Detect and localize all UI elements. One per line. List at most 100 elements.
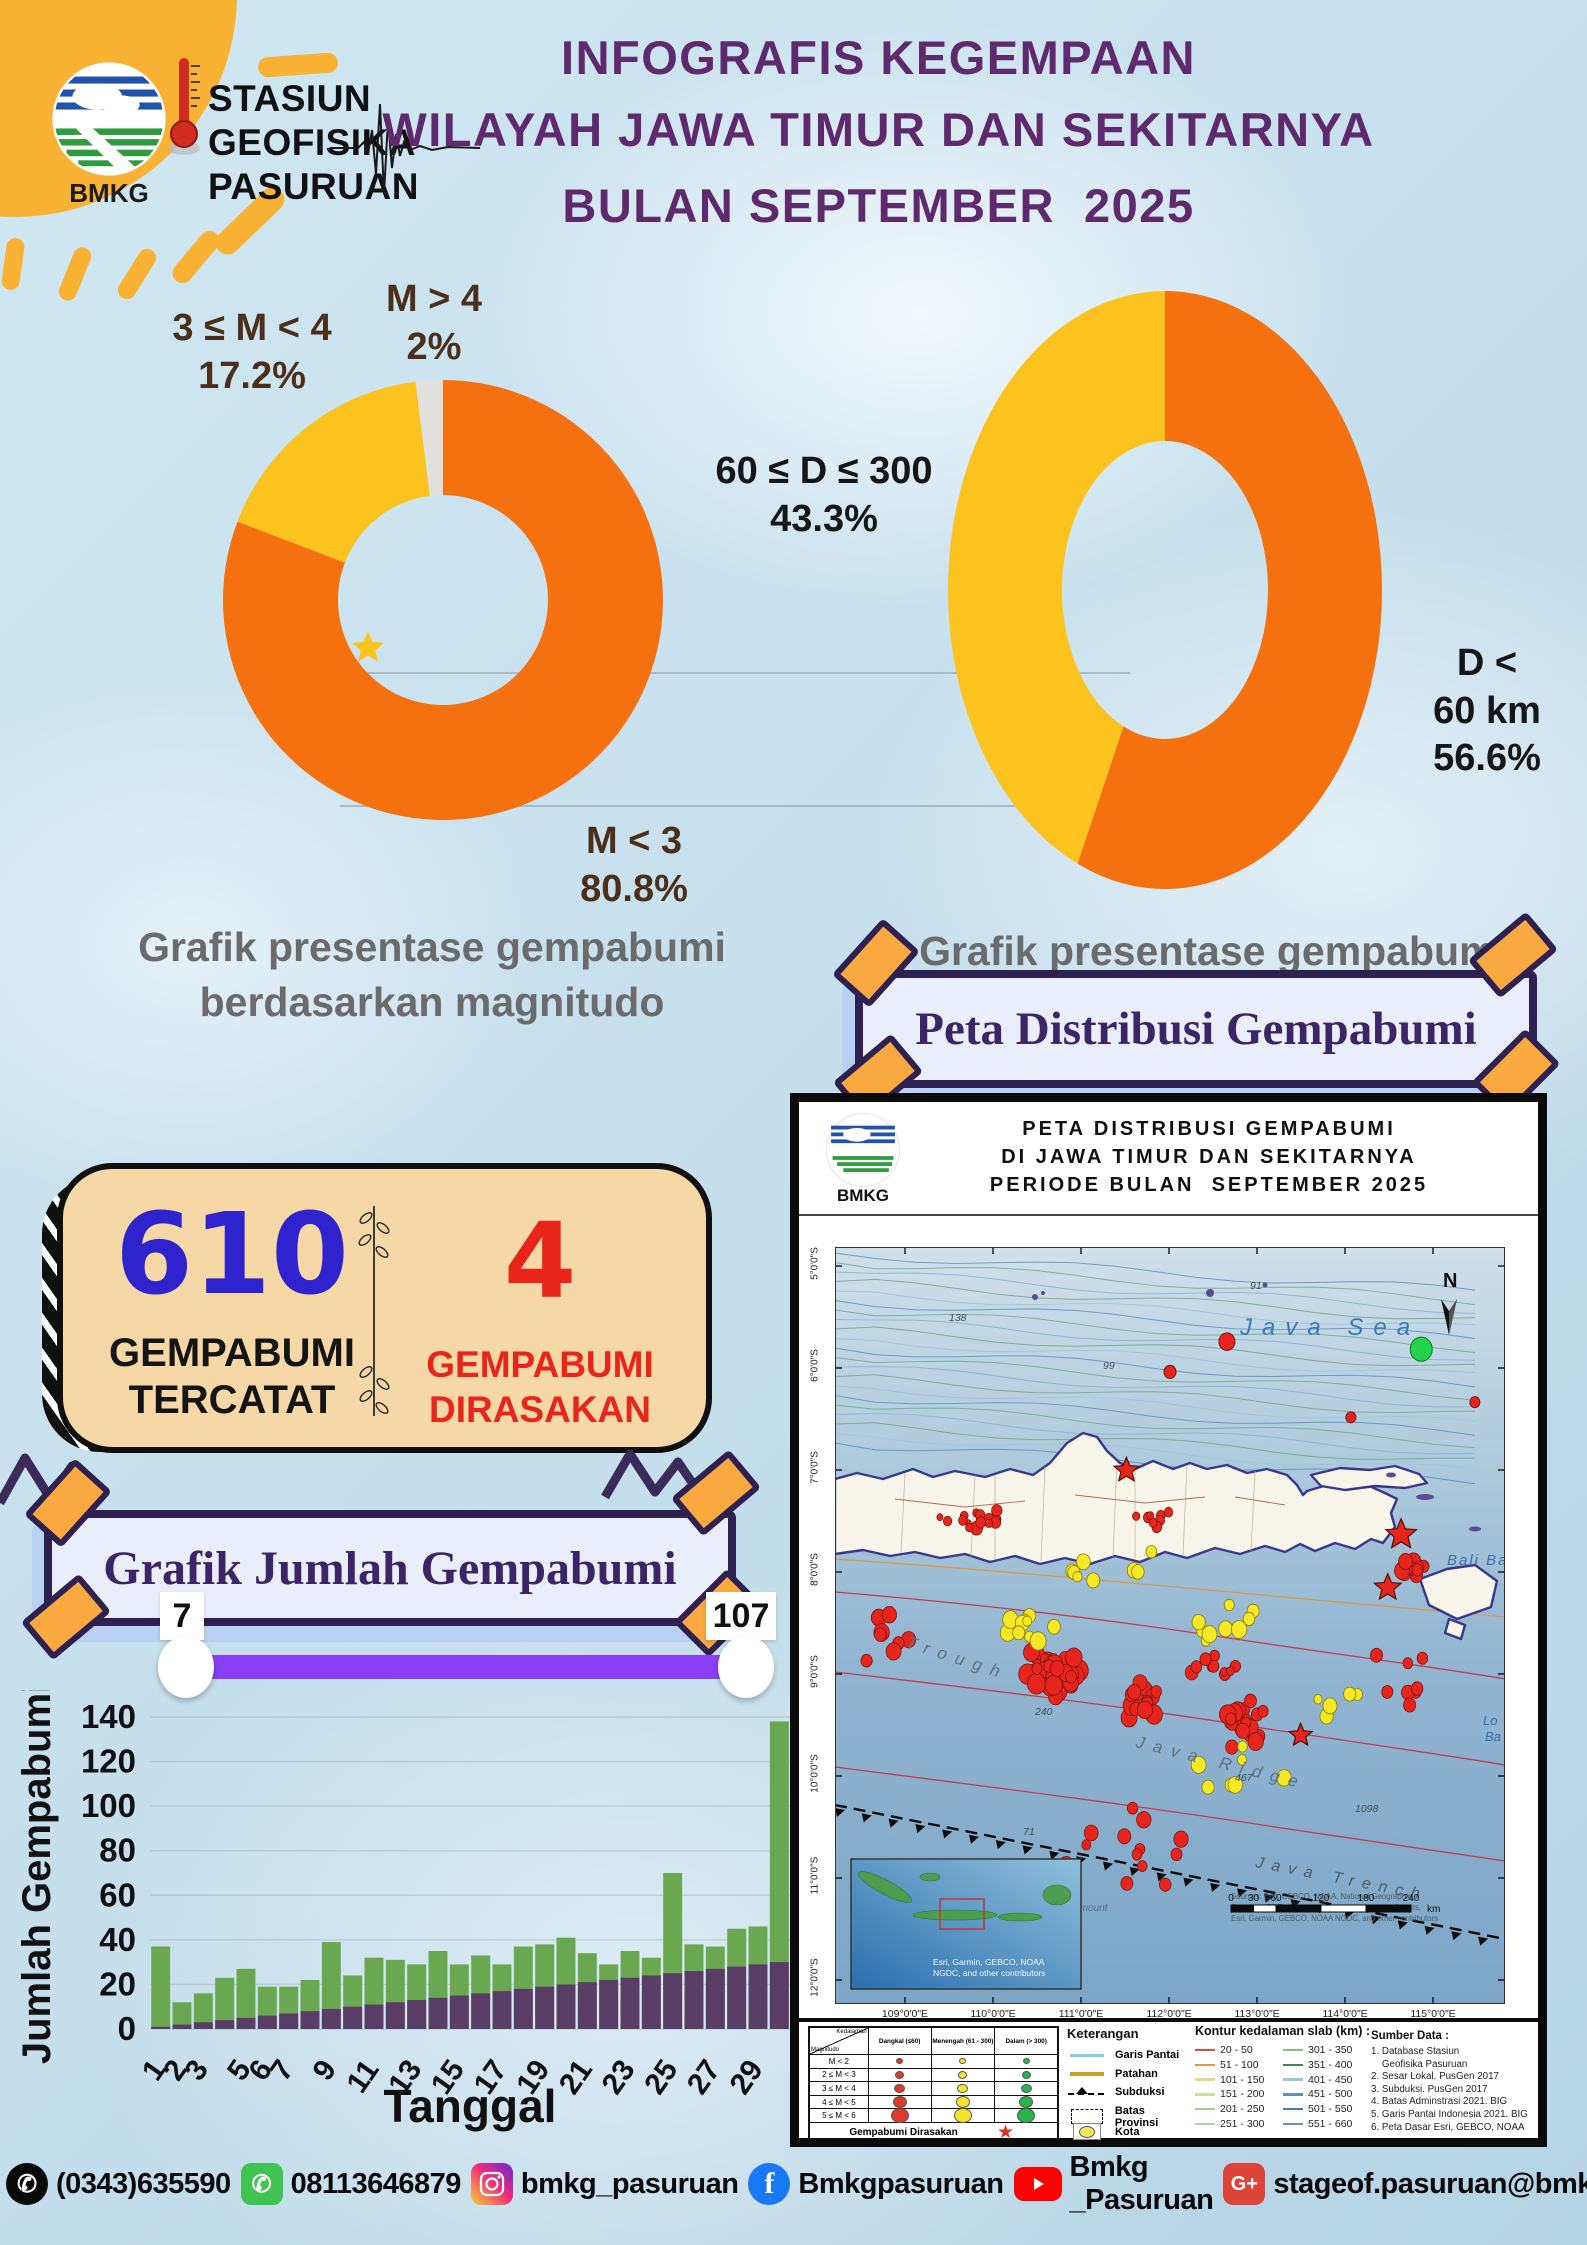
map-bmkg-logo bbox=[826, 1113, 900, 1187]
data-sources-list: Sumber Data : 1. Database Stasiun Geofis… bbox=[1371, 2030, 1528, 2133]
footer-phone[interactable]: ✆ (0343)635590 bbox=[6, 2163, 231, 2205]
java-sea-label: Java Sea bbox=[1239, 1314, 1420, 1341]
felt-star-icon: ★ bbox=[997, 2122, 1015, 2144]
bmkg-logo-label: BMKG bbox=[69, 178, 149, 208]
lon-tick-label: 111°0'0"E bbox=[1058, 2008, 1104, 2020]
mountain-zigzag-decoration bbox=[601, 1449, 706, 1500]
north-arrow-icon: N bbox=[1441, 1270, 1457, 1335]
svg-text:240: 240 bbox=[1034, 1706, 1053, 1718]
date-range-slider-track[interactable] bbox=[190, 1655, 746, 1679]
footer-whatsapp[interactable]: ✆ 08113646879 bbox=[240, 2163, 461, 2205]
lon-tick-label: 112°0'0"E bbox=[1146, 2008, 1192, 2020]
svg-text:27: 27 bbox=[681, 2054, 727, 2100]
svg-text:1098: 1098 bbox=[1355, 1803, 1379, 1815]
slab-contour-range: 201 - 250 bbox=[1195, 2103, 1264, 2115]
lombok-label-2: Ba bbox=[1485, 1729, 1501, 1744]
felt-label: GEMPABUMI DIRASAKAN bbox=[426, 1344, 654, 1431]
svg-text:Sources: Esri, GEBCO, NOAA, Na: Sources: Esri, GEBCO, NOAA, National Geo… bbox=[1231, 1892, 1414, 1901]
slab-contour-range: 451 - 500 bbox=[1283, 2088, 1352, 2100]
magnitude-chart-caption: Grafik presentase gempabumi berdasarkan m… bbox=[138, 924, 726, 1026]
lon-tick-label: 115°0'0"E bbox=[1410, 2008, 1456, 2020]
footer-youtube[interactable]: Bmkg _Pasuruan bbox=[1013, 2151, 1214, 2217]
slab-contour-range: 251 - 300 bbox=[1195, 2118, 1264, 2130]
gplus-icon: G+ bbox=[1223, 2163, 1266, 2205]
svg-text:NGDC, and other contributors: NGDC, and other contributors bbox=[933, 1968, 1045, 1978]
svg-text:40: 40 bbox=[99, 1921, 136, 1958]
lat-tick-label: 5°0'0"S bbox=[809, 1247, 821, 1280]
distribution-map-panel: BMKG PETA DISTRIBUSI GEMPABUMI DI JAWA T… bbox=[790, 1093, 1547, 2147]
source-line: 6. Peta Dasar Esri, GEBCO, NOAA bbox=[1371, 2121, 1525, 2133]
phone-icon: ✆ bbox=[6, 2163, 48, 2205]
map-scale-bar: 0 30 60 120 180 240 km bbox=[1228, 1893, 1440, 1915]
slider-handle-right[interactable] bbox=[718, 1636, 774, 1698]
footer-facebook[interactable]: f Bmkgpasuruan bbox=[748, 2163, 1004, 2205]
svg-text:60: 60 bbox=[1270, 1893, 1282, 1904]
source-line: 5. Garis Pantai Indonesia 2021. BIG bbox=[1371, 2109, 1528, 2120]
slab-contour-range: 401 - 450 bbox=[1283, 2074, 1352, 2086]
fault-icon bbox=[1067, 2071, 1107, 2076]
slab-contour-range: 301 - 350 bbox=[1283, 2044, 1352, 2056]
page-title-line-1: INFOGRAFIS KEGEMPAAN bbox=[561, 31, 1196, 84]
slab-contour-range: 351 - 400 bbox=[1283, 2059, 1352, 2071]
footer-instagram[interactable]: bmkg_pasuruan bbox=[470, 2163, 739, 2205]
svg-text:Tanggal: Tanggal bbox=[384, 2080, 557, 2132]
map-banner-title: Peta Distribusi Gempabumi bbox=[915, 1003, 1477, 1055]
inset-overview-map: Esri, Garmin, GEBCO, NOAA NGDC, and othe… bbox=[850, 1858, 1082, 1990]
chart-banner: Grafik Jumlah Gempabumi bbox=[44, 1510, 736, 1626]
source-line: 4. Batas Adminstrasi 2021. BIG bbox=[1371, 2096, 1508, 2108]
svg-text:11: 11 bbox=[341, 2054, 386, 2099]
svg-text:Esri, Garmin, GEBCO, NOAA NGDC: Esri, Garmin, GEBCO, NOAA NGDC, and othe… bbox=[1231, 1914, 1438, 1923]
svg-text:21: 21 bbox=[553, 2054, 599, 2100]
leader-line-bottom bbox=[340, 805, 1265, 807]
youtube-icon bbox=[1013, 2167, 1062, 2201]
station-name-line-1: STASIUN bbox=[208, 78, 372, 119]
star-decoration bbox=[351, 631, 385, 662]
bmkg-logo bbox=[52, 62, 166, 176]
svg-text:60: 60 bbox=[99, 1876, 136, 1913]
lat-tick-label: 6°0'0"S bbox=[809, 1349, 821, 1382]
page-title-line-3: BULAN SEPTEMBER 2025 bbox=[562, 179, 1195, 232]
magnitude-donut-chart bbox=[222, 380, 663, 820]
svg-text:138: 138 bbox=[949, 1312, 967, 1324]
svg-text:467: 467 bbox=[1235, 1772, 1254, 1784]
slider-handle-left[interactable] bbox=[158, 1636, 214, 1698]
svg-text:80: 80 bbox=[99, 1832, 136, 1869]
svg-text:120: 120 bbox=[1313, 1893, 1330, 1904]
lon-tick-label: 113°0'0"E bbox=[1234, 2008, 1280, 2020]
svg-text:20: 20 bbox=[99, 1965, 136, 2002]
legend-item-subduction: Subduksi bbox=[1067, 2086, 1165, 2098]
svg-text:0: 0 bbox=[1228, 1893, 1234, 1904]
keterangan-legend: Keterangan Garis Pantai Patahan Subduksi Ba… bbox=[1067, 2026, 1191, 2140]
legend-item-coastline: Garis Pantai bbox=[1067, 2049, 1179, 2061]
page-title-line-2: WILAYAH JAWA TIMUR DAN SEKITARNYA bbox=[382, 103, 1375, 156]
whatsapp-icon: ✆ bbox=[240, 2163, 283, 2205]
svg-text:km: km bbox=[1427, 1904, 1440, 1915]
slab-contour-range: 51 - 100 bbox=[1195, 2059, 1259, 2071]
svg-text:9: 9 bbox=[306, 2054, 343, 2087]
map-title-line-2: DI JAWA TIMUR DAN SEKITARNYA bbox=[1001, 1146, 1417, 1168]
slab-contour-legend: Kontur kedalaman slab (km) : 20 - 50 51 -… bbox=[1195, 2024, 1371, 2130]
slider-min-value: 7 bbox=[160, 1592, 204, 1640]
slab-contour-range: 101 - 150 bbox=[1195, 2074, 1264, 2086]
contact-footer: ✆ (0343)635590 ✆ 08113646879 bmkg_pasuru… bbox=[6, 2151, 1587, 2217]
svg-text:91: 91 bbox=[1250, 1280, 1262, 1292]
slab-contour-range: 151 - 200 bbox=[1195, 2088, 1264, 2100]
coastline-icon bbox=[1067, 2053, 1107, 2057]
footer-email[interactable]: G+ stageof.pasuruan@bmkg.go.id bbox=[1223, 2163, 1587, 2205]
svg-text:99: 99 bbox=[1103, 1360, 1115, 1372]
svg-text:0: 0 bbox=[118, 2010, 136, 2047]
mag-slice-label-mid: 3 ≤ M < 4 17.2% bbox=[172, 307, 332, 397]
lat-tick-label: 7°0'0"S bbox=[809, 1451, 821, 1484]
source-line: 1. Database Stasiun bbox=[1371, 2046, 1460, 2057]
seismogram-icon bbox=[330, 103, 480, 195]
map-title-line-1: PETA DISTRIBUSI GEMPABUMI bbox=[1022, 1118, 1396, 1140]
city-icon bbox=[1067, 2123, 1107, 2140]
slider-max-value: 107 bbox=[706, 1592, 776, 1640]
svg-text:100: 100 bbox=[81, 1787, 136, 1824]
thermometer-icon bbox=[168, 58, 200, 155]
map-title-line-3: PERIODE BULAN SEPTEMBER 2025 bbox=[989, 1174, 1429, 1196]
svg-text:Jumlah Gempabumi: Jumlah Gempabumi bbox=[20, 1690, 59, 2064]
svg-text:23: 23 bbox=[596, 2054, 642, 2100]
leaf-divider bbox=[358, 1206, 390, 1416]
